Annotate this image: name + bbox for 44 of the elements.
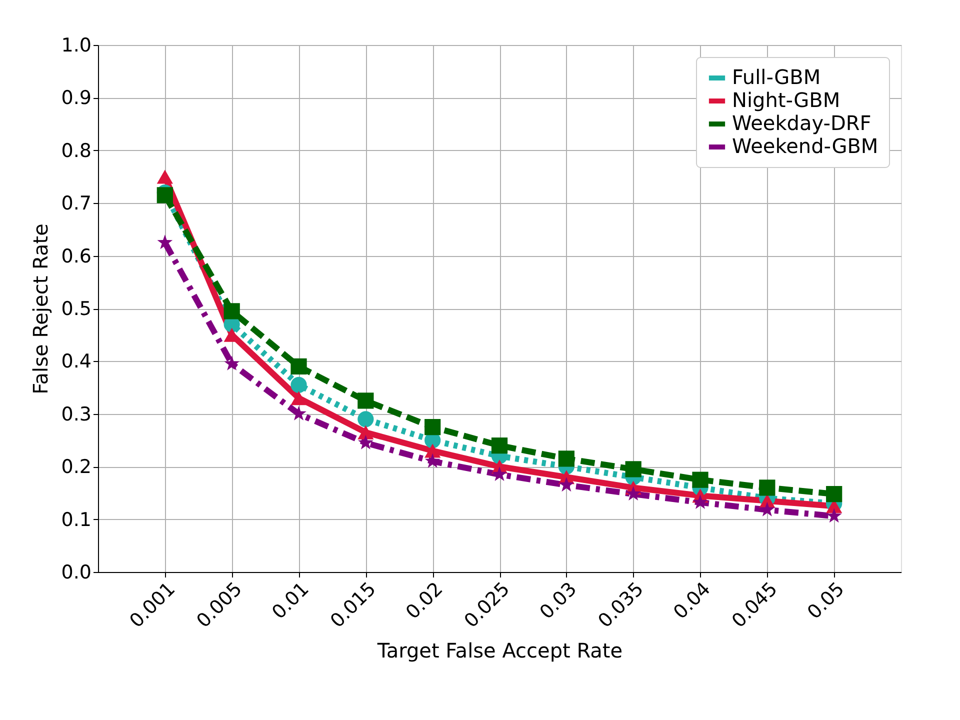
point — [157, 234, 173, 250]
point — [290, 358, 307, 375]
point — [424, 453, 440, 468]
y-tick-label: 0.3 — [61, 403, 92, 426]
y-tick-label: 0.4 — [61, 350, 92, 373]
point — [491, 437, 508, 454]
legend-label: Weekday-DRF — [732, 111, 872, 135]
y-tick-label: 0.0 — [61, 562, 92, 584]
point — [558, 476, 574, 492]
y-tick-label: 0.5 — [61, 298, 92, 320]
x-axis-title: Target False Accept Rate — [376, 638, 623, 662]
y-tick-label: 0.8 — [61, 140, 92, 162]
point — [358, 411, 374, 428]
legend-label: Weekend-GBM — [732, 134, 878, 158]
y-axis-title: False Reject Rate — [28, 224, 52, 394]
point — [625, 461, 642, 478]
y-tick-label: 1.0 — [61, 34, 92, 56]
point — [358, 434, 374, 450]
point — [156, 170, 173, 184]
legend-label: Full-GBM — [732, 65, 821, 89]
point — [290, 376, 307, 393]
point — [424, 419, 441, 436]
point — [358, 392, 374, 409]
point — [358, 425, 374, 440]
point — [492, 466, 508, 482]
point — [424, 444, 441, 458]
legend-label: Night-GBM — [732, 88, 840, 112]
y-tick-label: 0.2 — [61, 456, 92, 478]
point — [826, 508, 842, 523]
point — [759, 480, 776, 496]
point — [692, 472, 708, 488]
point — [224, 356, 240, 370]
point — [558, 450, 574, 467]
point — [826, 486, 842, 502]
point — [692, 494, 708, 509]
y-tick-label: 0.7 — [61, 192, 92, 215]
point — [224, 303, 240, 320]
y-tick-label: 0.9 — [61, 87, 92, 110]
point — [626, 486, 641, 501]
point — [760, 502, 775, 516]
y-tick-label: 0.1 — [61, 508, 92, 531]
point — [156, 187, 173, 204]
y-tick-label: 0.6 — [61, 245, 92, 268]
point — [290, 391, 307, 406]
